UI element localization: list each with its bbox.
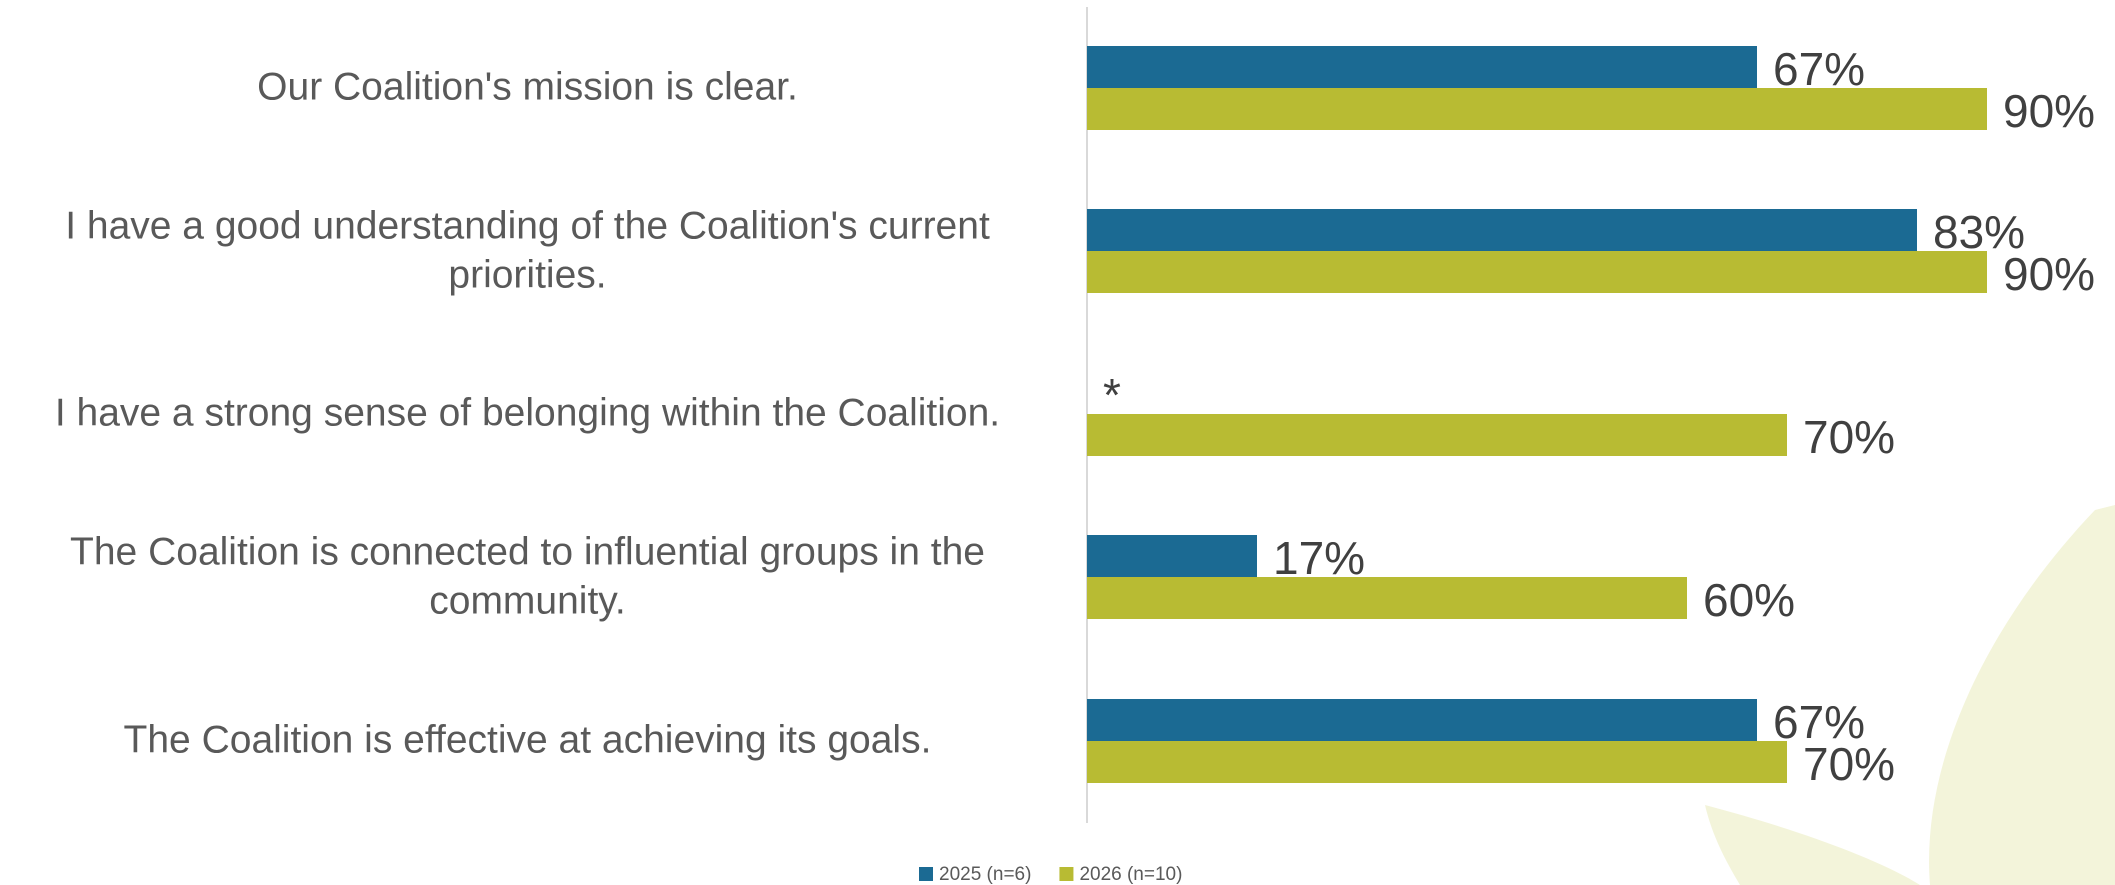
bar bbox=[1087, 46, 1757, 88]
value-label: * bbox=[1103, 369, 1121, 421]
bar bbox=[1087, 251, 1987, 293]
category-label: The Coalition is effective at achieving … bbox=[123, 718, 932, 762]
bar bbox=[1087, 414, 1787, 456]
bar bbox=[1087, 535, 1257, 577]
bar bbox=[1087, 209, 1917, 251]
category-label: Our Coalition's mission is clear. bbox=[257, 65, 798, 109]
bar bbox=[1087, 741, 1787, 783]
bar bbox=[1087, 699, 1757, 741]
background-leaf bbox=[1929, 505, 2115, 885]
value-label: 70% bbox=[1803, 738, 1895, 790]
value-label: 67% bbox=[1773, 43, 1865, 95]
category-label: I have a good understanding of the Coali… bbox=[65, 204, 990, 296]
background-leaf bbox=[1705, 805, 1920, 885]
legend-swatch bbox=[1059, 867, 1074, 881]
value-label: 67% bbox=[1773, 696, 1865, 748]
legend-swatch bbox=[919, 867, 933, 881]
value-label: 60% bbox=[1703, 574, 1795, 626]
value-label: 90% bbox=[2003, 85, 2095, 137]
bar bbox=[1087, 577, 1687, 619]
value-label: 83% bbox=[1933, 206, 2025, 258]
category-label: The Coalition is connected to influentia… bbox=[70, 530, 985, 622]
value-label: 70% bbox=[1803, 411, 1895, 463]
bar bbox=[1087, 88, 1987, 130]
category-label: I have a strong sense of belonging withi… bbox=[54, 391, 1001, 435]
legend-label: 2025 (n=6) bbox=[939, 864, 1031, 885]
value-label: 17% bbox=[1273, 532, 1365, 584]
value-label: 90% bbox=[2003, 248, 2095, 300]
legend-label: 2026 (n=10) bbox=[1079, 864, 1182, 885]
